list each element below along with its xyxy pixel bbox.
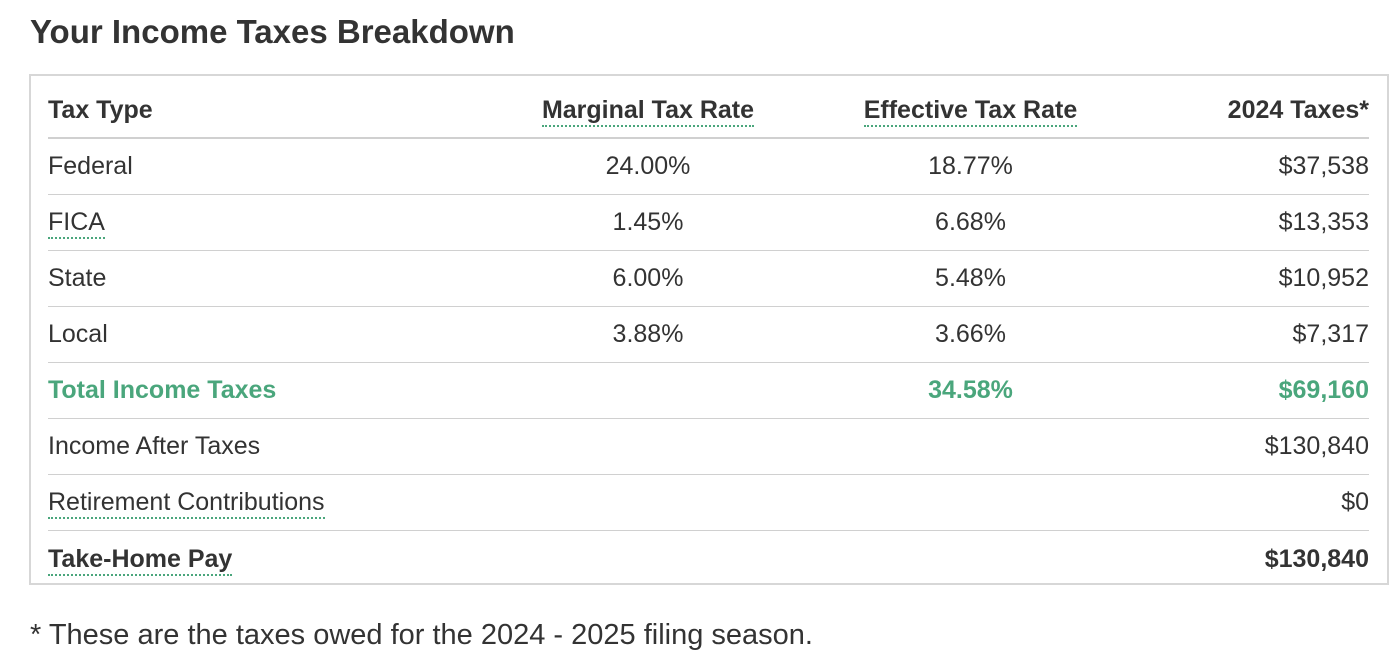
total-taxes: $69,160 bbox=[1278, 376, 1369, 404]
effective-rate-tooltip-trigger[interactable]: Effective Tax Rate bbox=[863, 96, 1078, 127]
taxes-cell: $10,952 bbox=[1278, 264, 1369, 292]
total-effective-rate: 34.58% bbox=[928, 376, 1013, 404]
table-row-total: Total Income Taxes 34.58% $69,160 bbox=[48, 363, 1369, 419]
income-after-taxes-value: $130,840 bbox=[1264, 432, 1369, 460]
table-header-row: Tax Type Marginal Tax Rate Effective Tax… bbox=[48, 84, 1369, 139]
marginal-rate-cell: 24.00% bbox=[605, 152, 691, 180]
take-home-tooltip-trigger[interactable]: Take-Home Pay bbox=[48, 544, 233, 576]
marginal-rate-cell: 6.00% bbox=[612, 264, 684, 292]
effective-rate-cell: 3.66% bbox=[935, 320, 1006, 348]
tax-breakdown-table: Tax Type Marginal Tax Rate Effective Tax… bbox=[29, 74, 1389, 585]
take-home-label-cell[interactable]: Take-Home Pay bbox=[48, 544, 488, 576]
total-label: Total Income Taxes bbox=[48, 376, 277, 404]
effective-rate-cell: 6.68% bbox=[935, 208, 1006, 236]
table-row-fica: FICA 1.45% 6.68% $13,353 bbox=[48, 195, 1369, 251]
taxes-cell: $7,317 bbox=[1292, 320, 1369, 348]
effective-rate-cell: 18.77% bbox=[928, 152, 1013, 180]
tax-type-cell[interactable]: FICA bbox=[48, 208, 488, 239]
marginal-rate-tooltip-trigger[interactable]: Marginal Tax Rate bbox=[541, 96, 755, 127]
table-row-state: State 6.00% 5.48% $10,952 bbox=[48, 251, 1369, 307]
effective-rate-cell: 5.48% bbox=[935, 264, 1006, 292]
taxes-cell: $37,538 bbox=[1278, 152, 1369, 180]
marginal-rate-cell: 1.45% bbox=[612, 208, 684, 236]
retirement-label-cell[interactable]: Retirement Contributions bbox=[48, 488, 488, 519]
header-effective-rate[interactable]: Effective Tax Rate bbox=[808, 96, 1133, 127]
table-row-federal: Federal 24.00% 18.77% $37,538 bbox=[48, 139, 1369, 195]
retirement-tooltip-trigger[interactable]: Retirement Contributions bbox=[48, 488, 325, 519]
header-tax-type-label: Tax Type bbox=[48, 96, 153, 124]
table-row-take-home: Take-Home Pay $130,840 bbox=[48, 531, 1369, 587]
income-after-taxes-label: Income After Taxes bbox=[48, 432, 261, 460]
tax-type-cell: Local bbox=[48, 320, 108, 348]
fica-tooltip-trigger[interactable]: FICA bbox=[48, 208, 105, 239]
footnote: * These are the taxes owed for the 2024 … bbox=[30, 619, 813, 651]
header-taxes: 2024 Taxes* bbox=[1133, 96, 1369, 125]
table-row-local: Local 3.88% 3.66% $7,317 bbox=[48, 307, 1369, 363]
header-marginal-rate[interactable]: Marginal Tax Rate bbox=[488, 96, 808, 127]
header-tax-type: Tax Type bbox=[48, 96, 488, 125]
take-home-value: $130,840 bbox=[1264, 544, 1369, 573]
marginal-rate-cell: 3.88% bbox=[612, 320, 684, 348]
tax-type-cell: Federal bbox=[48, 152, 133, 180]
taxes-cell: $13,353 bbox=[1278, 208, 1369, 236]
table-row-income-after-taxes: Income After Taxes $130,840 bbox=[48, 419, 1369, 475]
header-taxes-label: 2024 Taxes* bbox=[1227, 96, 1369, 124]
tax-type-cell: State bbox=[48, 264, 107, 292]
page-title: Your Income Taxes Breakdown bbox=[30, 13, 515, 50]
retirement-value: $0 bbox=[1341, 488, 1369, 516]
table-row-retirement: Retirement Contributions $0 bbox=[48, 475, 1369, 531]
